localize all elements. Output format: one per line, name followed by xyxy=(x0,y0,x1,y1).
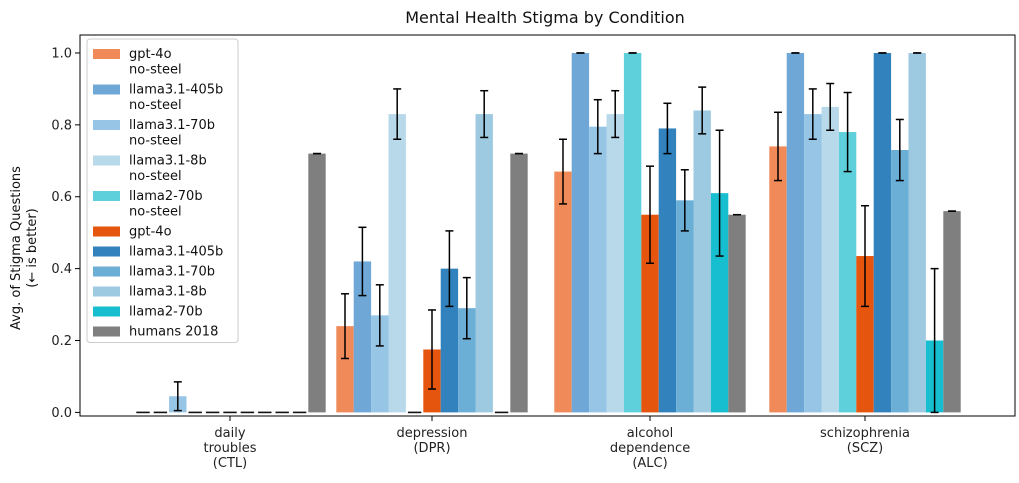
bar xyxy=(891,150,909,413)
bar xyxy=(336,326,354,413)
legend-swatch xyxy=(93,49,120,59)
x-tick-label: alcohol xyxy=(627,426,673,441)
bar xyxy=(458,308,476,413)
bar xyxy=(693,110,711,413)
legend-box xyxy=(86,38,239,343)
legend-label: no-steel xyxy=(129,63,182,78)
bar xyxy=(658,128,677,413)
legend-label: gpt-4o xyxy=(129,47,172,62)
legend-label: llama2-70b xyxy=(129,305,203,320)
legend-label: llama3.1-405b xyxy=(129,245,223,260)
bar xyxy=(873,52,892,413)
bar xyxy=(510,153,528,413)
bar xyxy=(838,132,857,413)
bar xyxy=(308,153,326,413)
legend-swatch xyxy=(93,306,120,317)
bar xyxy=(943,211,961,413)
legend-swatch xyxy=(93,286,120,297)
x-tick-label: troubles xyxy=(204,441,257,456)
legend-label: llama3.1-405b xyxy=(129,83,223,98)
bar xyxy=(710,193,729,413)
legend-swatch xyxy=(93,266,120,277)
legend-label: gpt-4o xyxy=(129,225,172,240)
legend-label: llama2-70b xyxy=(129,189,203,204)
legend-label: no-steel xyxy=(129,169,182,184)
bar xyxy=(786,52,805,413)
legend-swatch xyxy=(93,226,120,237)
bar xyxy=(371,315,389,413)
bar xyxy=(728,214,746,413)
x-tick-label: dependence xyxy=(610,441,690,456)
y-tick-label: 0.0 xyxy=(51,406,72,421)
x-tick-label: (DPR) xyxy=(413,441,450,456)
y-tick-label: 0.4 xyxy=(51,262,72,277)
legend-swatch xyxy=(93,246,120,257)
y-axis-label-line2: (← is better) xyxy=(25,208,40,287)
bar xyxy=(623,52,642,413)
bar xyxy=(571,52,590,413)
y-tick-label: 0.8 xyxy=(51,118,72,133)
bar xyxy=(676,200,694,413)
legend-label: llama3.1-70b xyxy=(129,118,215,133)
bar xyxy=(353,261,372,413)
bar xyxy=(388,114,406,413)
y-tick-label: 0.6 xyxy=(51,190,72,205)
plot-frame xyxy=(79,34,1016,417)
y-tick-label: 0.2 xyxy=(51,334,72,349)
bar xyxy=(589,126,607,413)
legend-swatch xyxy=(93,326,120,337)
legend-swatch xyxy=(93,155,120,166)
bar xyxy=(856,256,874,413)
x-tick-label: depression xyxy=(397,426,468,441)
bar xyxy=(908,52,926,413)
bar xyxy=(769,146,787,413)
x-tick-label: (SCZ) xyxy=(847,441,883,456)
bar xyxy=(641,214,659,413)
bar xyxy=(804,114,822,413)
chart-title: Mental Health Stigma by Condition xyxy=(405,8,685,27)
legend-label: no-steel xyxy=(129,205,182,220)
bar xyxy=(606,114,624,413)
legend-swatch xyxy=(93,120,120,130)
legend-label: no-steel xyxy=(129,98,182,113)
x-tick-label: (CTL) xyxy=(213,456,247,471)
legend-label: humans 2018 xyxy=(129,325,218,340)
legend-swatch xyxy=(93,84,120,95)
bar xyxy=(821,106,839,413)
x-tick-label: daily xyxy=(214,426,245,441)
y-tick-label: 1.0 xyxy=(51,46,72,61)
legend-label: llama3.1-8b xyxy=(129,285,207,300)
bar xyxy=(440,268,459,413)
x-tick-label: (ALC) xyxy=(632,456,667,471)
bar xyxy=(475,114,493,413)
legend-label: llama3.1-70b xyxy=(129,265,215,280)
legend-swatch xyxy=(93,191,120,201)
y-axis-label-line1: Avg. of Stigma Questions xyxy=(9,166,24,330)
legend-label: no-steel xyxy=(129,134,182,149)
x-tick-label: schizophrenia xyxy=(820,426,910,441)
legend-label: llama3.1-8b xyxy=(129,154,207,169)
bar xyxy=(554,171,572,413)
